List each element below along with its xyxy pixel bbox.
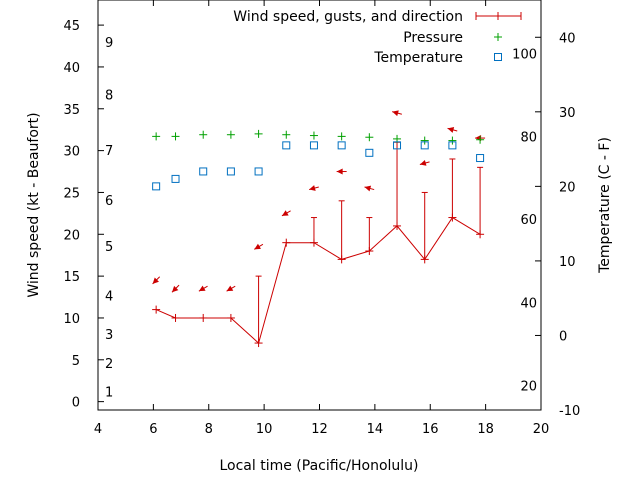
y2-tick-label: 10 — [559, 255, 576, 270]
wind-series — [152, 110, 486, 348]
y2-tick-label: -10 — [559, 404, 580, 419]
temperature-point — [226, 167, 235, 176]
temperature-point — [171, 174, 180, 183]
x-tick-label: 12 — [311, 422, 328, 437]
wind-direction-arrowhead — [226, 285, 234, 292]
x-axis-label: Local time (Pacific/Honolulu) — [219, 458, 418, 474]
x-tick-label: 14 — [367, 422, 384, 437]
legend-label: Temperature — [373, 50, 463, 66]
fahrenheit-label: 100 — [512, 48, 537, 63]
temperature-point — [448, 141, 457, 150]
wind-direction-arrowhead — [152, 277, 159, 284]
y-tick-label: 5 — [72, 354, 80, 369]
beaufort-label: 3 — [105, 328, 113, 343]
fahrenheit-label: 80 — [520, 130, 537, 145]
y-tick-label: 10 — [63, 312, 80, 327]
wind-direction-arrowhead — [447, 127, 455, 133]
temperature-point — [199, 167, 208, 176]
beaufort-label: 2 — [105, 357, 113, 372]
y-tick-label: 0 — [72, 396, 80, 411]
legend: Wind speed, gusts, and direction Pressure… — [233, 9, 522, 66]
y-tick-label: 40 — [63, 61, 80, 76]
x-tick-label: 10 — [256, 422, 273, 437]
y-tick-label: 45 — [63, 19, 80, 34]
beaufort-label: 6 — [105, 194, 113, 209]
beaufort-label: 1 — [105, 386, 113, 401]
legend-label: Wind speed, gusts, and direction — [233, 9, 463, 25]
axis-ticks: 4 6 8 10 12 14 16 18 20051015202530354045-100102… — [63, 0, 580, 437]
beaufort-label: 8 — [105, 89, 113, 104]
temperature-point — [254, 167, 263, 176]
temperature-point — [393, 141, 402, 150]
x-tick-label: 16 — [422, 422, 439, 437]
wind-direction-arrowhead — [198, 285, 206, 292]
temperature-point — [365, 148, 374, 157]
wind-direction-arrowhead — [309, 185, 316, 191]
legend-swatch-temperature — [494, 53, 502, 61]
beaufort-label: 4 — [105, 289, 113, 304]
x-tick-label: 6 — [149, 422, 157, 437]
wind-direction-arrowhead — [364, 185, 372, 192]
fahrenheit-label: 60 — [520, 213, 537, 228]
wind-direction-arrowhead — [281, 210, 289, 216]
beaufort-label: 5 — [105, 240, 113, 255]
wind-direction-arrowhead — [336, 168, 343, 175]
temperature-series — [152, 141, 485, 191]
temperature-point — [420, 141, 429, 150]
beaufort-label: 7 — [105, 144, 113, 159]
y2-axis-label: Temperature (C - F) — [597, 137, 613, 274]
temperature-point — [152, 182, 161, 191]
beaufort-label: 9 — [105, 36, 113, 51]
x-tick-label: 20 — [533, 422, 550, 437]
wind-direction-arrowhead — [254, 243, 261, 250]
temperature-point — [282, 141, 291, 150]
plot-frame — [97, 0, 542, 411]
y2-tick-label: 30 — [559, 106, 576, 121]
wind-speed-line — [155, 216, 481, 345]
temperature-point — [309, 141, 318, 150]
y2-tick-label: 0 — [559, 329, 567, 344]
y-tick-label: 15 — [63, 270, 80, 285]
y-tick-label: 30 — [63, 145, 80, 160]
x-tick-label: 4 — [94, 422, 102, 437]
x-tick-label: 8 — [205, 422, 213, 437]
y2-tick-label: 40 — [559, 31, 576, 46]
secondary-scales: 1 2 3 4 5 6 7 8 9 20 40 60 80 100 — [105, 36, 537, 401]
wind-direction-arrowhead — [419, 160, 427, 166]
temperature-point — [476, 154, 485, 163]
wind-direction-arrowhead — [392, 110, 399, 117]
legend-label: Pressure — [403, 30, 463, 46]
y2-tick-label: 20 — [559, 180, 576, 195]
x-tick-label: 18 — [477, 422, 494, 437]
temperature-point — [337, 141, 346, 150]
fahrenheit-label: 20 — [520, 379, 537, 394]
fahrenheit-label: 40 — [520, 297, 537, 312]
y-tick-label: 25 — [63, 186, 80, 201]
y-tick-label: 35 — [63, 103, 80, 118]
pressure-series — [152, 129, 485, 145]
y-axis-label: Wind speed (kt - Beaufort) — [26, 112, 42, 297]
y-tick-label: 20 — [63, 228, 80, 243]
wind-direction-arrowhead — [171, 285, 179, 293]
